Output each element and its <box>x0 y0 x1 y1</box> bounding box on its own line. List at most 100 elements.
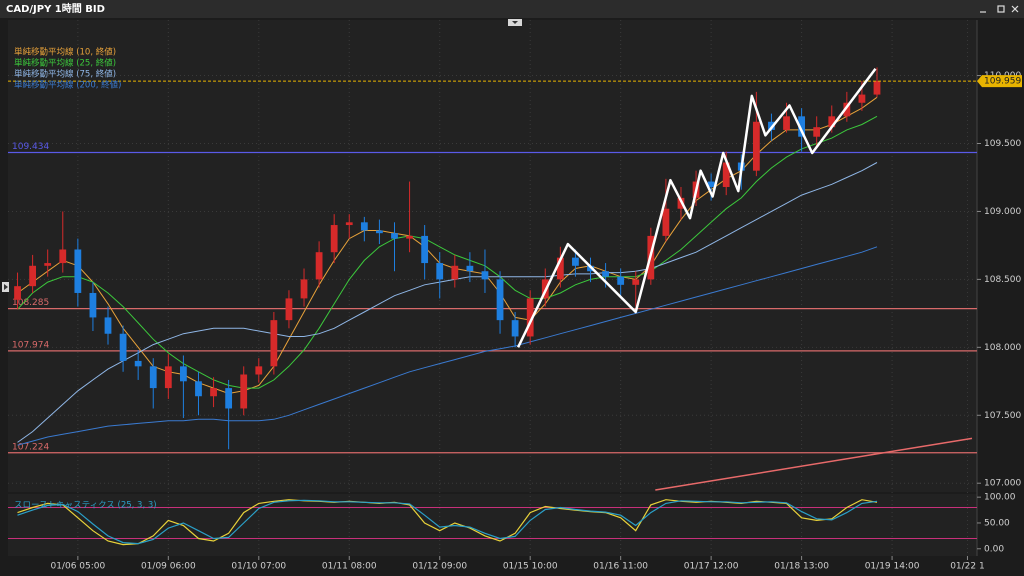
candle-body <box>59 249 67 264</box>
candle-body <box>391 233 398 239</box>
candle-body <box>858 94 866 103</box>
candle-body <box>406 235 413 239</box>
x-tick-label: 01/06 05:00 <box>50 562 105 572</box>
legend-entry: 単純移動平均線 (200, 終値) <box>14 80 121 91</box>
candle-body <box>843 102 851 117</box>
legend-entry: 単純移動平均線 (75, 終値) <box>14 69 116 80</box>
candle-body <box>722 162 730 187</box>
candle-body <box>662 208 670 236</box>
candle-body <box>345 222 353 226</box>
moving-average-line <box>17 162 878 443</box>
candle-body <box>104 317 112 334</box>
candle-body <box>768 121 775 130</box>
candle-body <box>828 116 836 128</box>
x-tick-label: 01/17 12:00 <box>684 562 739 572</box>
candle-body <box>134 360 142 367</box>
candle-body <box>481 271 489 280</box>
current-price-label: 109.959 <box>984 77 1021 87</box>
y-tick-label: 100.00 <box>984 493 1016 503</box>
title-bar <box>0 0 1024 18</box>
candle-body <box>376 230 383 234</box>
legend-entry: 単純移動平均線 (10, 終値) <box>14 47 116 58</box>
level-label: 107.224 <box>12 442 49 452</box>
y-tick-label: 0.00 <box>984 544 1004 554</box>
candle-body <box>587 265 594 272</box>
side-handle-arrow <box>4 284 8 290</box>
candle-body <box>315 252 323 280</box>
candle-body <box>556 257 564 280</box>
candle-body <box>466 265 474 272</box>
window-title: CAD/JPY 1時間 BID <box>6 2 105 15</box>
moving-average-line <box>17 115 878 389</box>
x-tick-label: 01/12 09:00 <box>412 562 467 572</box>
y-tick-label: 107.000 <box>984 479 1021 489</box>
plot-layer: 107.000 107.500 108.000 108.500 109.000 109.5… <box>8 20 1022 572</box>
level-label: 108.285 <box>12 298 49 308</box>
candle-body <box>783 116 790 130</box>
candle-body <box>89 292 97 318</box>
trend-line <box>655 437 973 491</box>
candle-body <box>632 279 640 285</box>
y-tick-label: 109.000 <box>984 207 1021 217</box>
window-controls[interactable] <box>980 5 1019 13</box>
stochastic-line <box>17 499 878 545</box>
price-panel-bg <box>8 20 977 492</box>
candle-body <box>798 116 805 137</box>
stochastic-title: スローストキャスティクス (25, 3, 3) <box>14 501 157 511</box>
x-tick-label: 01/11 08:00 <box>322 562 377 572</box>
maximize-button[interactable] <box>997 5 1005 13</box>
x-tick-label: 01/22 1 <box>950 562 985 572</box>
y-tick-label: 108.500 <box>984 275 1021 285</box>
candle-body <box>526 298 534 337</box>
y-tick-label: 108.000 <box>984 343 1021 353</box>
moving-average-line <box>17 96 878 395</box>
candle-body <box>617 276 625 285</box>
level-label: 109.434 <box>12 142 49 152</box>
candle-body <box>149 366 157 389</box>
stochastic-panel-bg <box>8 494 977 556</box>
candle-body <box>300 279 308 299</box>
candle-body <box>255 366 263 375</box>
candle-body <box>330 225 338 253</box>
candle-body <box>14 286 21 300</box>
zigzag-line <box>516 68 877 348</box>
current-price-tag <box>977 75 1022 88</box>
legend-entry: 単純移動平均線 (25, 終値) <box>14 58 116 69</box>
candle-body <box>29 265 37 287</box>
candle-body <box>225 388 233 409</box>
candle-body <box>360 222 368 231</box>
y-tick-label: 50.00 <box>984 518 1010 528</box>
moving-average-line <box>17 246 878 446</box>
candle-body <box>451 265 459 280</box>
candle-body <box>707 181 715 187</box>
candle-body <box>873 80 881 95</box>
candle-body <box>572 257 579 266</box>
candle-body <box>240 374 248 409</box>
y-tick-label: 109.500 <box>984 139 1021 149</box>
y-tick-label: 107.500 <box>984 411 1021 421</box>
close-button[interactable] <box>1011 5 1019 13</box>
x-tick-label: 01/16 11:00 <box>593 562 648 572</box>
candle-body <box>496 279 504 321</box>
x-tick-label: 01/18 13:00 <box>774 562 829 572</box>
level-label: 107.974 <box>12 340 49 350</box>
candle-body <box>164 366 172 389</box>
collapse-arrow <box>512 21 518 24</box>
candle-body <box>421 235 429 264</box>
x-tick-label: 01/19 14:00 <box>865 562 920 572</box>
candle-body <box>270 320 278 367</box>
candle-body <box>511 320 519 337</box>
candle-body <box>436 263 444 280</box>
candle-body <box>813 127 821 137</box>
candle-body <box>285 298 293 321</box>
candle-body <box>180 366 187 382</box>
candle-body <box>119 333 127 361</box>
x-tick-label: 01/10 07:00 <box>231 562 286 572</box>
candle-body <box>74 249 82 293</box>
x-tick-label: 01/09 06:00 <box>141 562 196 572</box>
x-tick-label: 01/15 10:00 <box>503 562 558 572</box>
candle-body <box>195 381 202 397</box>
candle-body <box>752 121 760 171</box>
candle-body <box>602 271 609 277</box>
